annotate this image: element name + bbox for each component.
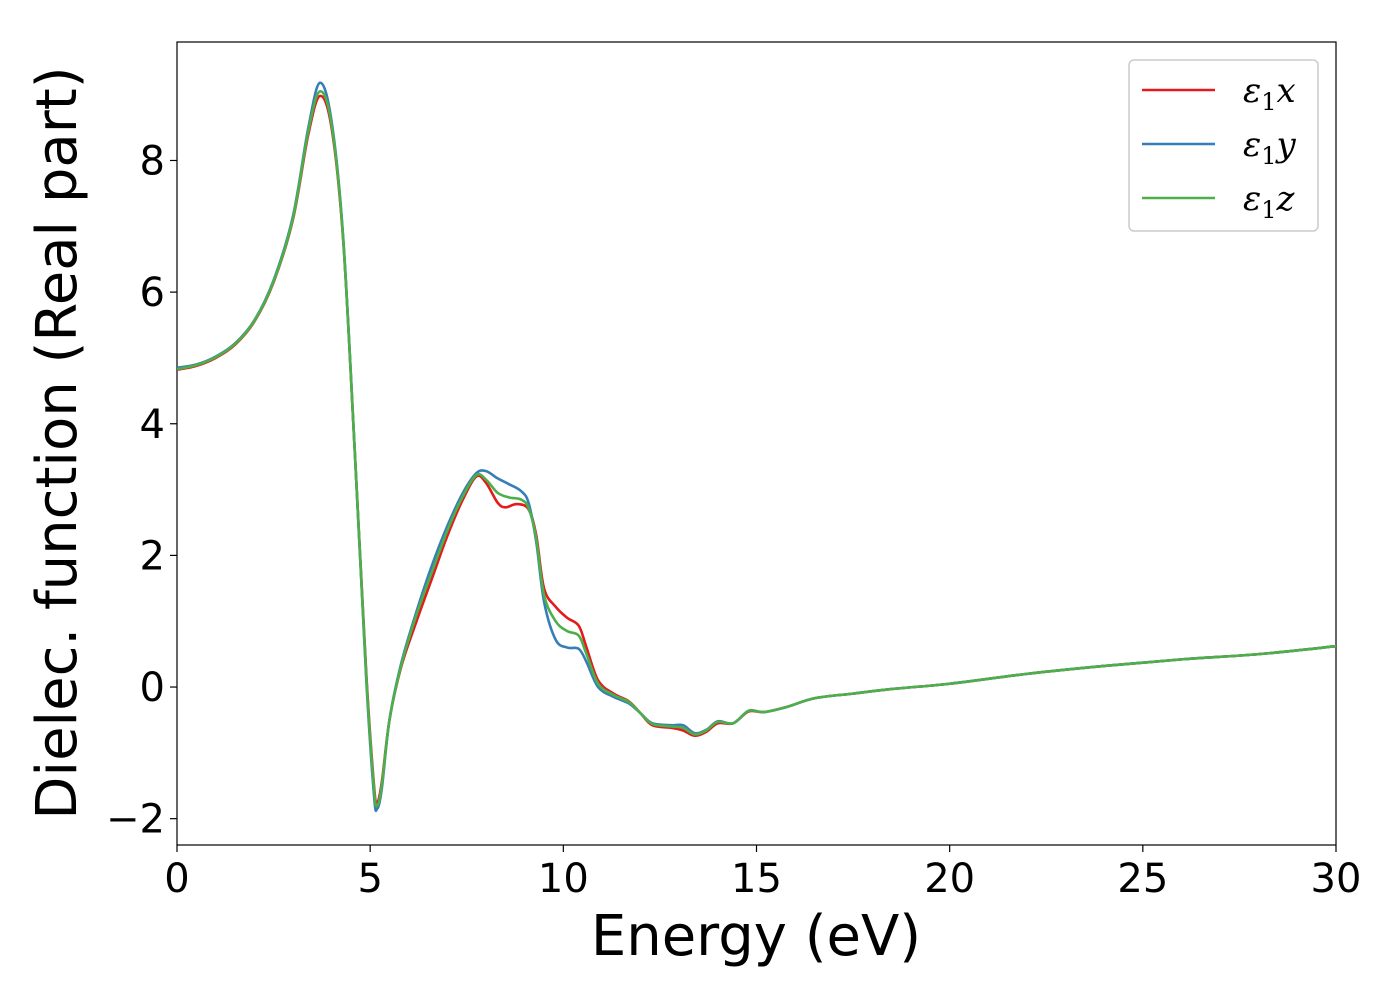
x-axis: 0 5 10 15 20 25 30 <box>164 845 1361 902</box>
y-tick-label: 2 <box>140 533 165 579</box>
series-layer <box>177 81 1336 813</box>
x-tick-label: 20 <box>924 856 975 902</box>
legend-label-z: ε1z <box>1243 179 1296 224</box>
legend: ε1x ε1y ε1z <box>1128 59 1319 232</box>
legend-box <box>1128 59 1319 232</box>
x-tick-label: 0 <box>164 856 189 902</box>
legend-entries: ε1x ε1y ε1z <box>1142 71 1297 224</box>
y-tick-label: 6 <box>140 270 165 316</box>
y-tick-label: 8 <box>140 138 165 184</box>
x-tick-label: 15 <box>731 856 782 902</box>
y-tick-label: −2 <box>106 797 165 843</box>
x-tick-label: 25 <box>1117 856 1168 902</box>
series-line-z <box>177 90 1336 808</box>
x-tick-label: 5 <box>357 856 382 902</box>
y-tick-label: 0 <box>140 665 165 711</box>
x-tick-label: 10 <box>538 856 589 902</box>
x-axis-label: Energy (eV) <box>591 904 921 969</box>
legend-label-y: ε1y <box>1243 125 1297 170</box>
y-tick-label: 4 <box>140 402 165 448</box>
legend-label-x: ε1x <box>1243 71 1296 116</box>
y-axis-label: Dielec. function (Real part) <box>25 66 90 819</box>
x-tick-label: 30 <box>1311 856 1362 902</box>
y-axis: −2 0 2 4 6 8 <box>106 138 177 843</box>
